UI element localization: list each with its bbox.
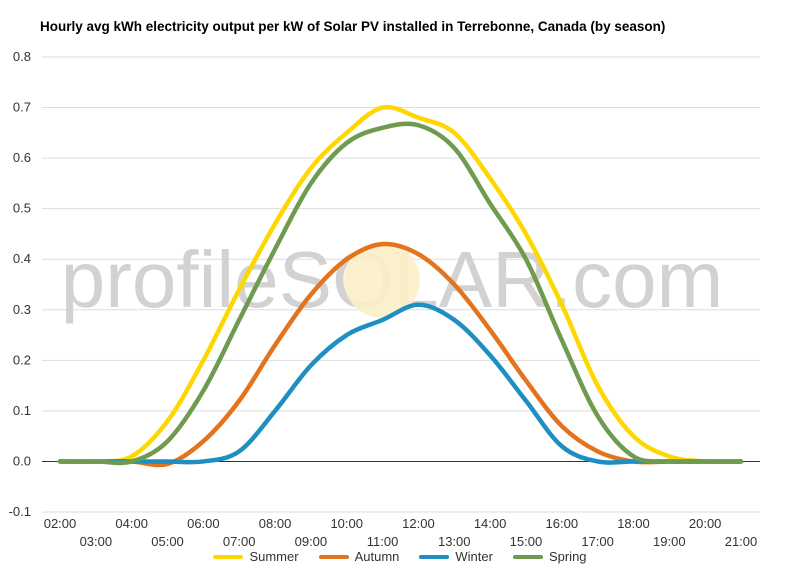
y-tick-label: 0.3 (13, 302, 31, 317)
legend-item-summer[interactable]: Summer (213, 549, 299, 564)
legend-swatch (512, 554, 543, 559)
x-tick-label: 18:00 (617, 516, 650, 531)
x-tick-label: 04:00 (115, 516, 148, 531)
y-tick-label: 0.4 (13, 251, 31, 266)
x-tick-label: 11:00 (367, 534, 399, 549)
legend-swatch (213, 554, 244, 559)
x-tick-label: 14:00 (474, 516, 507, 531)
y-axis-ticks: -0.1 0.0 0.1 0.2 0.3 0.4 0.5 0.6 0.7 0.8 (9, 49, 31, 519)
legend-label: Winter (455, 549, 493, 564)
y-tick-label: 0.0 (13, 453, 31, 468)
x-tick-label: 06:00 (187, 516, 220, 531)
x-tick-label: 09:00 (295, 534, 328, 549)
legend: Summer Autumn Winter Spring (0, 549, 800, 564)
x-tick-label: 10:00 (330, 516, 363, 531)
x-tick-label: 03:00 (80, 534, 113, 549)
legend-label: Autumn (354, 549, 400, 564)
x-tick-label: 16:00 (546, 516, 579, 531)
x-tick-label: 13:00 (438, 534, 471, 549)
legend-swatch (419, 554, 450, 559)
x-tick-label: 05:00 (151, 534, 184, 549)
legend-item-spring[interactable]: Spring (512, 549, 587, 564)
legend-item-autumn[interactable]: Autumn (318, 549, 400, 564)
x-axis-ticks: 02:0003:0004:0005:0006:0007:0008:0009:00… (44, 516, 758, 549)
x-tick-label: 02:00 (44, 516, 77, 531)
y-tick-label: 0.5 (13, 201, 31, 216)
x-tick-label: 15:00 (510, 534, 543, 549)
series-line-summer (57, 104, 744, 465)
x-tick-label: 17:00 (581, 534, 614, 549)
watermark-sun (344, 242, 420, 318)
x-tick-label: 21:00 (725, 534, 758, 549)
y-tick-label: -0.1 (9, 504, 31, 519)
x-tick-label: 20:00 (689, 516, 722, 531)
y-tick-label: 0.2 (13, 352, 31, 367)
y-tick-label: 0.1 (13, 403, 31, 418)
y-tick-label: 0.6 (13, 150, 31, 165)
y-tick-label: 0.7 (13, 100, 31, 115)
series-line-winter (57, 302, 744, 465)
x-tick-label: 07:00 (223, 534, 256, 549)
x-tick-label: 08:00 (259, 516, 292, 531)
chart-title: Hourly avg kWh electricity output per kW… (40, 19, 666, 34)
y-tick-label: 0.8 (13, 49, 31, 64)
legend-item-winter[interactable]: Winter (419, 549, 493, 564)
series-line-spring (57, 121, 744, 466)
x-tick-label: 19:00 (653, 534, 686, 549)
series-lines (57, 104, 744, 468)
legend-label: Summer (249, 549, 299, 564)
legend-label: Spring (548, 549, 587, 564)
legend-swatch (318, 554, 349, 559)
x-tick-label: 12:00 (402, 516, 435, 531)
